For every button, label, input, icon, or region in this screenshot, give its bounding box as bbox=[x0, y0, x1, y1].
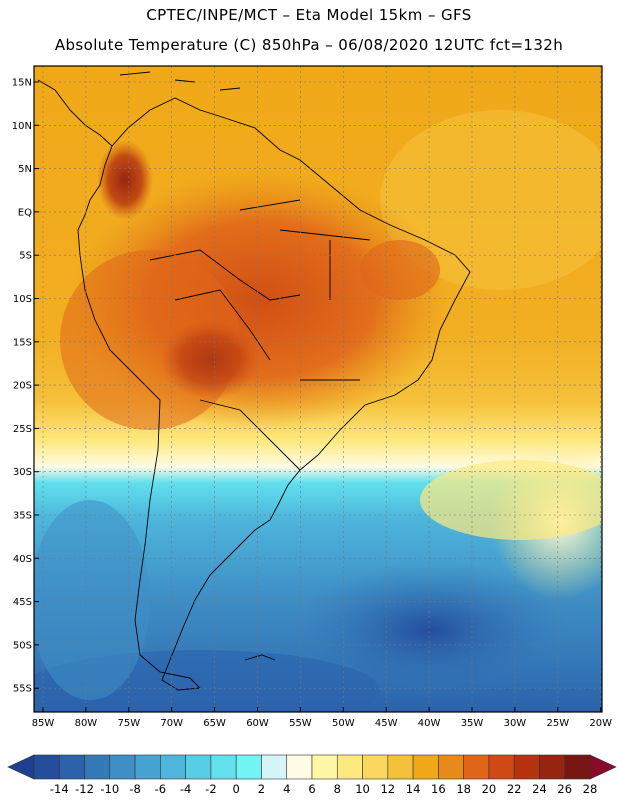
colorbar-swatch bbox=[84, 754, 111, 780]
colorbar-tick-label: 2 bbox=[258, 782, 265, 796]
lat-label: 15S bbox=[13, 337, 32, 348]
lon-label: 25W bbox=[546, 718, 569, 729]
central-america bbox=[37, 79, 113, 147]
colorbar-swatch bbox=[58, 754, 85, 780]
lon-label: 65W bbox=[203, 718, 226, 729]
lat-label: 10N bbox=[12, 121, 32, 132]
latitude-labels: 15N 10N 5N EQ 5S 10S 15S 20S 25S 30S 35S 40S 45S 50S 5… bbox=[12, 78, 39, 695]
lat-label: 5N bbox=[18, 164, 32, 175]
colorbar-swatch bbox=[463, 754, 490, 780]
colorbar: -14 -12 -10 -8 -6 -4 -2 0 2 4 6 8 10 12 14 16 18 20 22 24 26… bbox=[7, 754, 617, 796]
colorbar-tick-label: 26 bbox=[557, 782, 572, 796]
coastlines bbox=[37, 71, 471, 691]
lon-label: 20W bbox=[589, 718, 612, 729]
colorbar-swatch bbox=[412, 754, 439, 780]
lon-label: 35W bbox=[461, 718, 484, 729]
colorbar-swatch bbox=[311, 754, 338, 780]
colorbar-tick-label: 8 bbox=[334, 782, 341, 796]
colorbar-tick-label: -14 bbox=[50, 782, 69, 796]
caribbean-islands bbox=[119, 71, 241, 91]
map-title-line-2: Absolute Temperature (C) 850hPa – 06/08/… bbox=[54, 36, 564, 54]
map-title-line-1: CPTEC/INPE/MCT – Eta Model 15km – GFS bbox=[146, 6, 472, 24]
lat-label: 40S bbox=[13, 554, 32, 565]
lat-label: 10S bbox=[13, 294, 32, 305]
colorbar-swatch bbox=[286, 754, 313, 780]
colorbar-swatch bbox=[160, 754, 186, 780]
colorbar-tick-label: -2 bbox=[205, 782, 216, 796]
colorbar-tick-label: 24 bbox=[532, 782, 547, 796]
lon-label: 45W bbox=[375, 718, 398, 729]
lat-label: 30S bbox=[13, 467, 32, 478]
lon-label: 40W bbox=[418, 718, 441, 729]
colorbar-swatch bbox=[564, 754, 591, 780]
map-frame bbox=[33, 65, 603, 713]
lon-label: 75W bbox=[117, 718, 140, 729]
colorbar-tick-label: 10 bbox=[355, 782, 370, 796]
colorbar-tick-label: 4 bbox=[283, 782, 290, 796]
colorbar-tick-label: 14 bbox=[406, 782, 421, 796]
lat-label: 5S bbox=[19, 251, 32, 262]
lat-label: 55S bbox=[13, 684, 32, 695]
colorbar-swatch bbox=[109, 754, 136, 780]
colorbar-tick-label: -8 bbox=[129, 782, 140, 796]
colorbar-swatch bbox=[210, 754, 237, 780]
lat-label: EQ bbox=[18, 207, 32, 218]
colorbar-swatch bbox=[185, 754, 212, 780]
colorbar-swatch bbox=[438, 754, 464, 780]
colorbar-tick-label: 6 bbox=[308, 782, 315, 796]
colorbar-swatch bbox=[488, 754, 515, 780]
colorbar-tick-label: 0 bbox=[233, 782, 240, 796]
colorbar-swatch bbox=[261, 754, 288, 780]
colorbar-tick-label: -6 bbox=[155, 782, 166, 796]
colorbar-swatch bbox=[539, 754, 566, 780]
colorbar-tick-label: 28 bbox=[583, 782, 598, 796]
lat-label: 25S bbox=[13, 424, 32, 435]
country-borders bbox=[149, 199, 371, 471]
lat-label: 15N bbox=[12, 78, 32, 89]
colorbar-tick-label: -10 bbox=[100, 782, 119, 796]
lon-label: 50W bbox=[332, 718, 355, 729]
lon-label: 55W bbox=[289, 718, 312, 729]
colorbar-high-arrow bbox=[589, 754, 617, 780]
lon-label: 30W bbox=[504, 718, 527, 729]
colorbar-swatch bbox=[33, 754, 60, 780]
temperature-field bbox=[34, 66, 602, 712]
lon-label: 60W bbox=[246, 718, 269, 729]
lat-label: 35S bbox=[13, 511, 32, 522]
lon-label: 85W bbox=[32, 718, 55, 729]
colorbar-swatch bbox=[134, 754, 161, 780]
colorbar-swatch bbox=[513, 754, 540, 780]
colorbar-swatch bbox=[387, 754, 414, 780]
south-america-coastline bbox=[77, 97, 471, 691]
colorbar-swatch bbox=[362, 754, 389, 780]
lat-label: 50S bbox=[13, 640, 32, 651]
colorbar-tick-label: -4 bbox=[180, 782, 191, 796]
colorbar-tick-label: 20 bbox=[482, 782, 497, 796]
lat-label: 20S bbox=[13, 381, 32, 392]
colorbar-tick-label: 18 bbox=[456, 782, 471, 796]
colorbar-tick-label: -12 bbox=[75, 782, 94, 796]
colorbar-tick-label: 16 bbox=[431, 782, 446, 796]
lat-label: 45S bbox=[13, 597, 32, 608]
longitude-labels: 85W 80W 75W 70W 65W 60W 55W 50W 45W 40W 35W 30W 25W 2… bbox=[32, 707, 612, 729]
falklands bbox=[244, 654, 276, 661]
colorbar-low-arrow bbox=[7, 754, 35, 780]
colorbar-swatch bbox=[235, 754, 262, 780]
lon-label: 70W bbox=[160, 718, 183, 729]
colorbar-tick-label: 12 bbox=[380, 782, 395, 796]
colorbar-swatch bbox=[336, 754, 363, 780]
lon-label: 80W bbox=[75, 718, 98, 729]
colorbar-tick-label: 22 bbox=[507, 782, 522, 796]
